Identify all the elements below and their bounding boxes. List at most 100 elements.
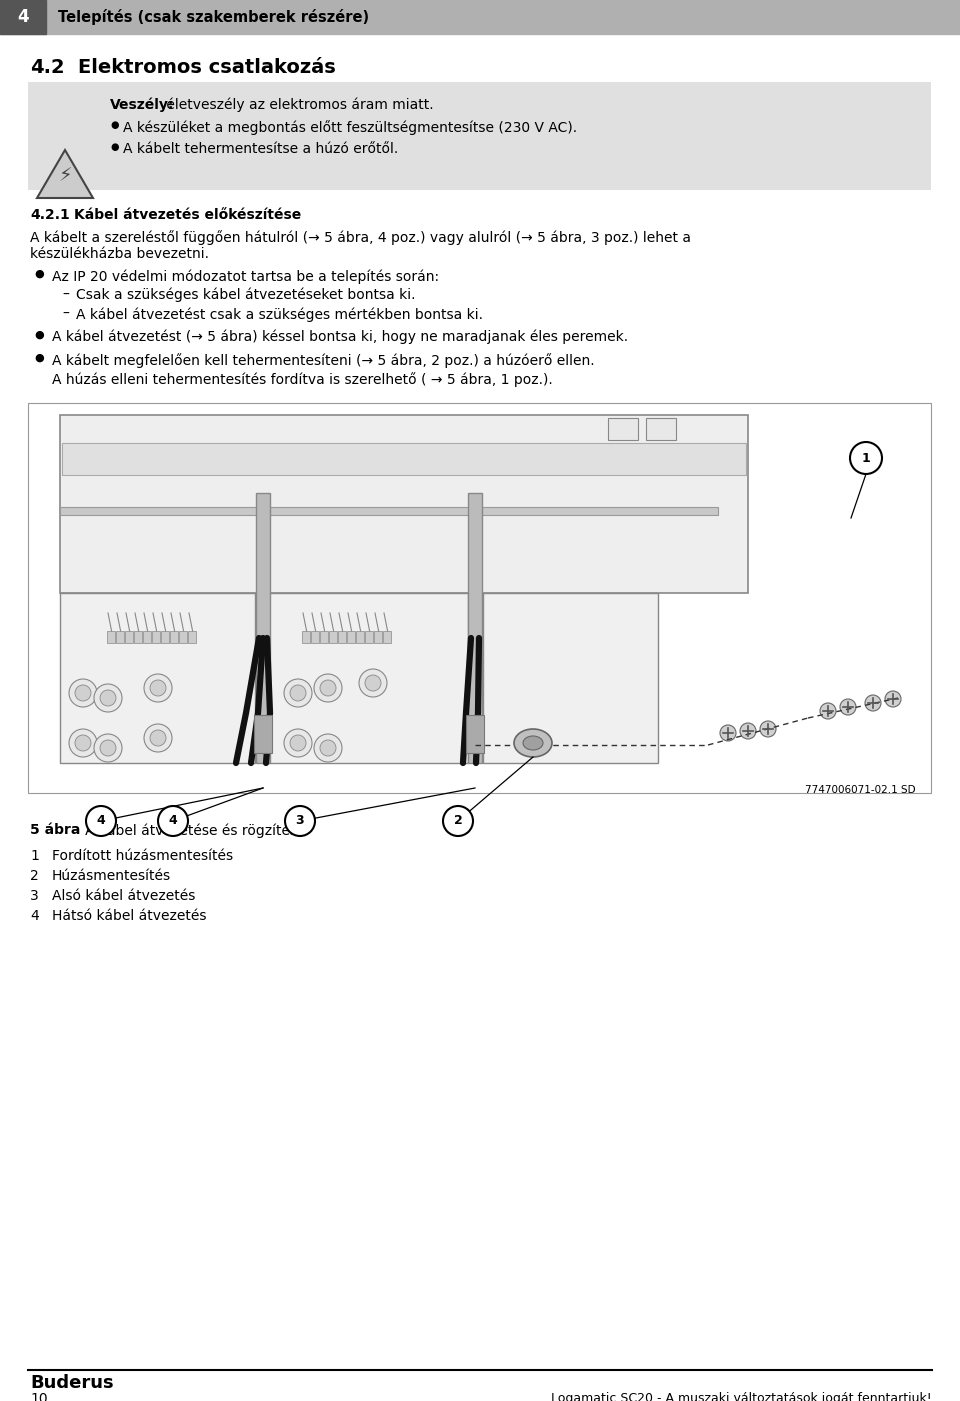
- Circle shape: [865, 695, 881, 710]
- Bar: [60, 507, 718, 516]
- Text: 4.2: 4.2: [30, 57, 64, 77]
- Circle shape: [69, 729, 97, 757]
- Circle shape: [720, 724, 736, 741]
- Text: Hátsó kábel átvezetés: Hátsó kábel átvezetés: [52, 909, 206, 923]
- Circle shape: [75, 736, 91, 751]
- Bar: [356, 630, 364, 643]
- Text: 4: 4: [169, 814, 178, 828]
- Circle shape: [443, 806, 473, 836]
- Bar: [268, 593, 468, 764]
- Bar: [347, 630, 355, 643]
- Text: Buderus: Buderus: [30, 1374, 113, 1393]
- Text: A kábelt tehermentesítse a húzó erőtől.: A kábelt tehermentesítse a húzó erőtől.: [123, 142, 398, 156]
- Text: 3: 3: [296, 814, 304, 828]
- Text: A kábel átvezetést (→ 5 ábra) késsel bontsa ki, hogy ne maradjanak éles peremek.: A kábel átvezetést (→ 5 ábra) késsel bon…: [52, 331, 628, 345]
- Bar: [338, 630, 346, 643]
- Text: Elektromos csatlakozás: Elektromos csatlakozás: [78, 57, 336, 77]
- Bar: [143, 630, 151, 643]
- Bar: [60, 593, 255, 764]
- Bar: [383, 630, 391, 643]
- Bar: [170, 630, 178, 643]
- Text: –: –: [62, 289, 69, 303]
- Bar: [374, 630, 382, 643]
- Circle shape: [69, 679, 97, 708]
- Text: A kábel átvezetése és rögzítése: A kábel átvezetése és rögzítése: [72, 822, 305, 838]
- Bar: [0, 0, 46, 34]
- Bar: [320, 630, 328, 643]
- Text: 4: 4: [97, 814, 106, 828]
- Bar: [152, 630, 160, 643]
- Circle shape: [359, 670, 387, 698]
- Text: 1: 1: [30, 849, 38, 863]
- Circle shape: [820, 703, 836, 719]
- Circle shape: [290, 685, 306, 700]
- Bar: [161, 630, 169, 643]
- Text: Veszély:: Veszély:: [110, 98, 175, 112]
- Bar: [0, 0, 960, 34]
- Text: Kábel átvezetés előkészítése: Kábel átvezetés előkészítése: [74, 207, 301, 221]
- Text: Húzásmentesítés: Húzásmentesítés: [52, 869, 171, 883]
- Circle shape: [75, 685, 91, 700]
- Text: 2: 2: [454, 814, 463, 828]
- Bar: [28, 403, 931, 793]
- Text: Csak a szükséges kábel átvezetéseket bontsa ki.: Csak a szükséges kábel átvezetéseket bon…: [76, 289, 416, 303]
- Text: Az IP 20 védelmi módozatot tartsa be a telepítés során:: Az IP 20 védelmi módozatot tartsa be a t…: [52, 269, 439, 283]
- Text: 5 ábra: 5 ábra: [30, 822, 81, 836]
- Text: 10: 10: [30, 1393, 48, 1401]
- Circle shape: [840, 699, 856, 715]
- Text: 4: 4: [30, 909, 38, 923]
- Bar: [125, 630, 133, 643]
- Circle shape: [290, 736, 306, 751]
- Circle shape: [284, 679, 312, 708]
- Circle shape: [320, 740, 336, 757]
- Circle shape: [150, 730, 166, 745]
- Circle shape: [144, 674, 172, 702]
- Bar: [311, 630, 319, 643]
- Circle shape: [100, 740, 116, 757]
- Text: Telepítés (csak szakemberek részére): Telepítés (csak szakemberek részére): [58, 8, 370, 25]
- Text: 4.2.1: 4.2.1: [30, 207, 70, 221]
- Bar: [254, 715, 272, 752]
- Text: A készüléket a megbontás előtt feszültségmentesítse (230 V AC).: A készüléket a megbontás előtt feszültsé…: [123, 120, 577, 134]
- Circle shape: [850, 441, 882, 474]
- Bar: [256, 493, 270, 764]
- Circle shape: [285, 806, 315, 836]
- Text: ●: ●: [110, 120, 118, 130]
- Circle shape: [94, 734, 122, 762]
- Text: A kábelt megfelelően kell tehermentesíteni (→ 5 ábra, 2 poz.) a húzóerő ellen.: A kábelt megfelelően kell tehermentesíte…: [52, 353, 594, 368]
- Circle shape: [158, 806, 188, 836]
- Text: készülékházba bevezetni.: készülékházba bevezetni.: [30, 247, 209, 261]
- Bar: [60, 415, 748, 593]
- Circle shape: [100, 691, 116, 706]
- Text: 2: 2: [30, 869, 38, 883]
- Circle shape: [314, 734, 342, 762]
- Circle shape: [885, 691, 901, 708]
- Text: 3: 3: [30, 890, 38, 904]
- Bar: [134, 630, 142, 643]
- Bar: [188, 630, 196, 643]
- Ellipse shape: [523, 736, 543, 750]
- Text: 7747006071-02.1 SD: 7747006071-02.1 SD: [805, 785, 916, 794]
- Text: Logamatic SC20 - A muszaki változtatások jogát fenntartjuk!: Logamatic SC20 - A muszaki változtatások…: [551, 1393, 932, 1401]
- Text: ●: ●: [34, 269, 44, 279]
- Bar: [329, 630, 337, 643]
- Circle shape: [284, 729, 312, 757]
- Circle shape: [760, 722, 776, 737]
- Bar: [608, 417, 638, 440]
- Text: –: –: [62, 307, 69, 321]
- Text: ●: ●: [34, 331, 44, 340]
- Circle shape: [150, 679, 166, 696]
- Bar: [62, 443, 746, 475]
- Bar: [179, 630, 187, 643]
- Bar: [116, 630, 124, 643]
- Circle shape: [320, 679, 336, 696]
- Bar: [468, 493, 482, 764]
- Text: életveszély az elektromos áram miatt.: életveszély az elektromos áram miatt.: [162, 98, 434, 112]
- Polygon shape: [37, 150, 93, 198]
- Bar: [483, 593, 658, 764]
- Circle shape: [314, 674, 342, 702]
- Text: Fordított húzásmentesítés: Fordított húzásmentesítés: [52, 849, 233, 863]
- Circle shape: [740, 723, 756, 738]
- Text: A kábel átvezetést csak a szükséges mértékben bontsa ki.: A kábel átvezetést csak a szükséges mért…: [76, 307, 483, 321]
- Text: Alsó kábel átvezetés: Alsó kábel átvezetés: [52, 890, 196, 904]
